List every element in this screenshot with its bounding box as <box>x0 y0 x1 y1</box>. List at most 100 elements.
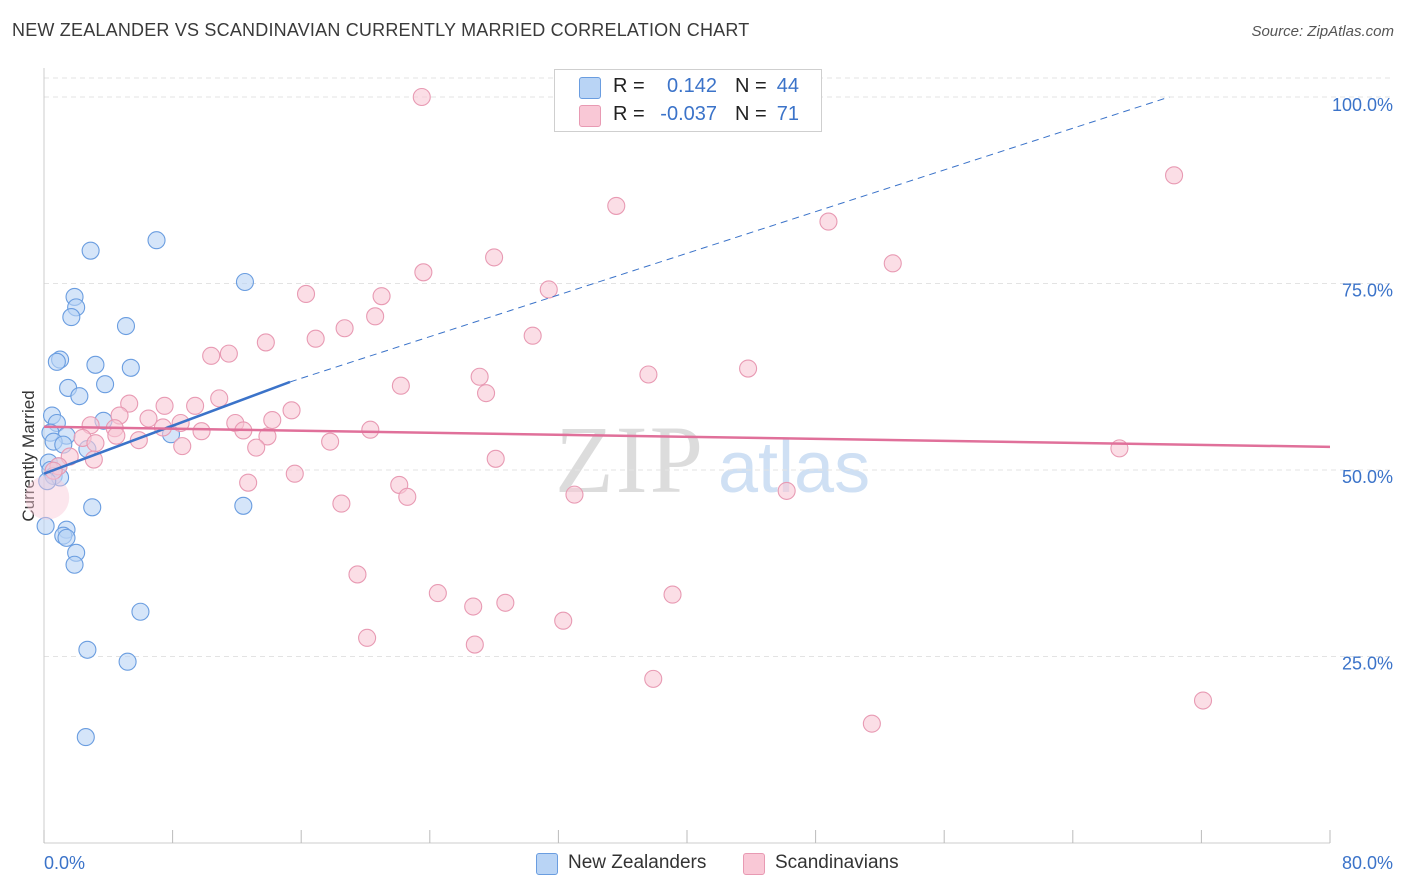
y-tick-label: 50.0% <box>1342 467 1393 487</box>
point-scandinavians <box>1193 691 1213 710</box>
point-scandinavians <box>428 584 447 603</box>
point-new-zealanders <box>121 358 140 377</box>
point-scandinavians <box>1165 166 1184 185</box>
point-new-zealanders <box>234 496 253 515</box>
point-scandinavians <box>348 565 367 584</box>
legend-r-label: R = <box>613 103 645 125</box>
legend-r-value: -0.037 <box>660 103 717 125</box>
legend-r-label: R = <box>613 75 645 97</box>
point-scandinavians <box>210 389 229 408</box>
point-new-zealanders <box>57 528 76 547</box>
point-new-zealanders <box>81 241 100 260</box>
point-scandinavians <box>464 597 483 616</box>
point-new-zealanders <box>147 231 166 250</box>
legend-row-new-zealanders: R = 0.142 N = 44 <box>555 73 821 101</box>
y-tick-label: 75.0% <box>1342 281 1393 301</box>
trendline-scandinavians <box>43 425 1331 449</box>
point-scandinavians <box>465 635 484 654</box>
point-scandinavians <box>412 87 431 107</box>
point-scandinavians <box>321 432 340 451</box>
point-scandinavians <box>335 319 354 338</box>
point-scandinavians <box>414 263 433 282</box>
point-scandinavians <box>523 326 542 345</box>
legend-n-value: 71 <box>776 103 799 125</box>
point-new-zealanders <box>96 375 115 394</box>
point-scandinavians <box>486 449 505 468</box>
point-scandinavians <box>739 359 758 378</box>
point-scandinavians <box>239 473 258 492</box>
point-scandinavians <box>554 611 573 630</box>
y-tick-label: 25.0% <box>1342 654 1393 674</box>
point-new-zealanders <box>65 555 84 574</box>
point-scandinavians <box>296 284 316 303</box>
point-scandinavians <box>139 409 158 428</box>
point-scandinavians <box>639 365 658 384</box>
point-scandinavians <box>173 437 192 456</box>
legend-swatch-pink <box>579 105 601 127</box>
point-scandinavians <box>883 254 902 273</box>
legend-row-scandinavians: R = -0.037 N = 71 <box>555 101 821 129</box>
point-scandinavians <box>372 287 391 306</box>
legend-n-label: N = <box>735 75 767 97</box>
point-scandinavians <box>306 329 325 348</box>
point-scandinavians <box>155 396 174 415</box>
point-new-zealanders <box>70 387 89 406</box>
stats-legend: R = 0.142 N = 44 R = -0.037 N = 71 <box>554 69 822 132</box>
point-scandinavians <box>366 307 385 326</box>
point-new-zealanders <box>76 728 95 747</box>
point-scandinavians <box>358 628 377 647</box>
legend-n-value: 44 <box>776 75 799 97</box>
legend-r-value: 0.142 <box>666 75 717 97</box>
point-new-zealanders <box>86 355 105 374</box>
point-new-zealanders <box>47 352 66 371</box>
point-new-zealanders <box>62 308 81 327</box>
bottom-legend-swatch-pink <box>743 853 765 875</box>
point-scandinavians <box>263 410 282 430</box>
point-scandinavians <box>285 464 304 483</box>
point-scandinavians <box>120 394 139 413</box>
point-scandinavians <box>777 481 796 500</box>
legend-n-label: N = <box>735 103 767 125</box>
point-new-zealanders <box>78 640 97 659</box>
point-scandinavians <box>361 420 380 439</box>
chart-title: NEW ZEALANDER VS SCANDINAVIAN CURRENTLY … <box>12 20 750 40</box>
source-label: Source: ZipAtlas.com <box>1251 23 1394 40</box>
point-new-zealanders <box>83 498 102 517</box>
point-scandinavians <box>332 494 351 513</box>
bottom-legend-label: New Zealanders <box>568 852 707 873</box>
point-scandinavians <box>644 669 663 688</box>
point-scandinavians <box>485 248 504 267</box>
point-scandinavians <box>663 585 682 604</box>
point-scandinavians-cluster <box>25 475 70 520</box>
point-scandinavians <box>256 333 275 352</box>
trendline-new-zealanders-dashed <box>289 96 1170 383</box>
bottom-legend-swatch-blue <box>536 853 558 875</box>
point-new-zealanders <box>235 272 254 292</box>
bottom-legend-label: Scandinavians <box>775 852 899 873</box>
point-new-zealanders <box>131 602 150 621</box>
point-new-zealanders <box>118 652 137 671</box>
point-scandinavians <box>219 344 238 363</box>
point-scandinavians <box>819 212 838 231</box>
point-scandinavians <box>862 714 881 733</box>
point-scandinavians <box>247 438 266 457</box>
point-new-zealanders <box>36 516 55 536</box>
y-axis-label: Currently Married <box>19 390 38 521</box>
point-scandinavians <box>565 485 584 504</box>
point-scandinavians <box>391 376 410 395</box>
point-scandinavians <box>81 416 100 435</box>
point-scandinavians <box>282 401 301 420</box>
point-scandinavians <box>470 367 489 386</box>
x-tick-label: 80.0% <box>1342 853 1393 873</box>
point-scandinavians <box>539 280 558 299</box>
x-tick-label: 0.0% <box>44 853 85 873</box>
point-scandinavians <box>258 427 277 446</box>
legend-swatch-blue <box>579 77 601 99</box>
point-scandinavians <box>186 396 205 415</box>
point-scandinavians <box>202 346 221 365</box>
point-scandinavians <box>107 426 126 445</box>
point-scandinavians <box>192 422 211 441</box>
point-scandinavians <box>496 593 515 612</box>
y-tick-label: 100.0% <box>1332 95 1393 115</box>
